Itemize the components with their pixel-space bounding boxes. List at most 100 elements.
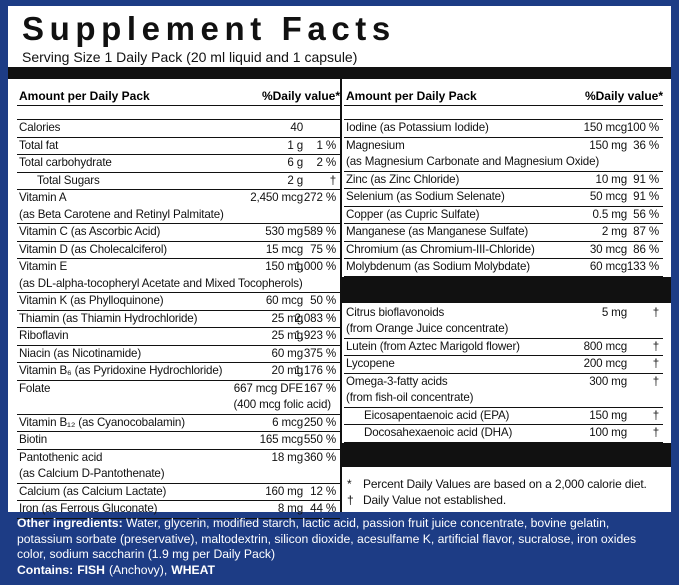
- daily-value: 100 %: [626, 121, 659, 134]
- nutrient-name: Iron (as Ferrous Gluconate): [19, 502, 158, 515]
- note-line: (400 mcg folic acid): [17, 397, 340, 414]
- row-line: Riboflavin 25 mg 1,923 %: [17, 328, 340, 345]
- spacer: [344, 467, 663, 476]
- row-line: Vitamin C (as Ascorbic Acid) 530 mg 589 %: [17, 224, 340, 241]
- note: (as DL-alpha-tocopheryl Acetate and Mixe…: [19, 276, 303, 290]
- nutrient-row: Vitamin B₆ (as Pyridoxine Hydrochloride)…: [17, 363, 340, 381]
- row-line: Zinc (as Zinc Chloride) 10 mg 91 %: [344, 172, 663, 189]
- nutrient-row: Iron (as Ferrous Gluconate) 8 mg 44 %: [17, 501, 340, 519]
- daily-value: 250 %: [303, 415, 336, 429]
- daily-value: 133 %: [626, 260, 659, 273]
- daily-value: 550 %: [303, 433, 336, 446]
- nutrient-name: Copper (as Cupric Sulfate): [346, 207, 480, 221]
- nutrient-row: Lycopene 200 mcg †: [344, 356, 663, 374]
- amount: 800 mcg: [583, 339, 628, 353]
- daily-value: 50 %: [310, 294, 336, 307]
- nutrient-row: Biotin 165 mcg 550 %: [17, 432, 340, 450]
- nutrient-name: Selenium (as Sodium Selenate): [346, 190, 505, 203]
- row-line: Pantothenic acid 18 mg 360 %: [17, 450, 340, 467]
- nutrient-row: Vitamin A 2,450 mcg 272 % (as Beta Carotene…: [17, 190, 340, 224]
- row-line: Molybdenum (as Sodium Molybdate) 60 mcg 13…: [344, 259, 663, 276]
- left-column: Amount per Daily Pack %Daily value* Calori…: [17, 86, 340, 519]
- amount: 6 g: [287, 156, 303, 169]
- nutrient-name: Lycopene: [346, 357, 395, 370]
- right-column: Amount per Daily Pack %Daily value* Iodine…: [341, 86, 671, 509]
- nutrient-row: Total carbohydrate 6 g 2 %: [17, 155, 340, 173]
- row-line: Vitamin B₆ (as Pyridoxine Hydrochloride)…: [17, 363, 340, 380]
- nutrient-name: Folate: [19, 381, 51, 395]
- row-line: Iodine (as Potassium Iodide) 150 mcg 100 %: [344, 120, 663, 137]
- daily-value: 91 %: [633, 190, 659, 203]
- nutrient-row: Citrus bioflavonoids 5 mg † (from Orange Ju…: [344, 305, 663, 339]
- row-line: Iron (as Ferrous Gluconate) 8 mg 44 %: [17, 501, 340, 518]
- contains-part: FISH: [77, 563, 105, 577]
- nutrient-row: Omega-3-fatty acids 300 mg † (from fish-oil…: [344, 374, 663, 408]
- amount: 8 mg: [277, 502, 303, 515]
- amount: 60 mcg: [265, 294, 303, 307]
- amount-heading: Amount per Daily Pack: [346, 89, 477, 103]
- daily-value: 589 %: [303, 225, 336, 238]
- daily-value: 91 %: [633, 172, 659, 186]
- nutrient-name: Total Sugars: [37, 173, 100, 187]
- nutrient-name: Vitamin B₁₂ (as Cyanocobalamin): [19, 415, 185, 429]
- nutrient-name: Vitamin A: [19, 191, 67, 204]
- amount: 160 mg: [265, 484, 303, 498]
- row-line: Niacin (as Nicotinamide) 60 mg 375 %: [17, 346, 340, 363]
- daily-value: 1,923 %: [294, 329, 337, 342]
- footnote: * Percent Daily Values are based on a 2,0…: [344, 476, 663, 493]
- note-line: (as Calcium D-Pantothenate): [17, 466, 340, 483]
- contains-part: (Anchovy),: [108, 563, 168, 577]
- row-line: Citrus bioflavonoids 5 mg †: [344, 305, 663, 322]
- nutrient-name: Zinc (as Zinc Chloride): [346, 172, 460, 186]
- row-line: Thiamin (as Thiamin Hydrochloride) 25 mg 2…: [17, 311, 340, 328]
- daily-value: 360 %: [303, 450, 336, 464]
- dv-heading: %Daily value*: [261, 89, 340, 103]
- nutrient-name: Vitamin K (as Phylloquinone): [19, 294, 164, 307]
- row-line: Vitamin E 150 mg 1,000 %: [17, 259, 340, 276]
- amount: 25 mg: [271, 311, 304, 325]
- row-line: Selenium (as Sodium Selenate) 50 mcg 91 %: [344, 189, 663, 206]
- nutrient-name: Eicosapentaenoic acid (EPA): [364, 408, 510, 422]
- nutrient-name: Riboflavin: [19, 329, 69, 342]
- nutrient-name: Vitamin B₆ (as Pyridoxine Hydrochloride): [19, 364, 223, 377]
- row-line: Folate 667 mcg DFE 167 %: [17, 381, 340, 398]
- footnote-text: Percent Daily Values are based on a 2,00…: [363, 476, 647, 491]
- nutrient-row: Calcium (as Calcium Lactate) 160 mg 12 %: [17, 484, 340, 501]
- row-line: Omega-3-fatty acids 300 mg †: [344, 374, 663, 391]
- row-line: Calories 40: [17, 120, 340, 137]
- row-line: Magnesium 150 mg 36 %: [344, 138, 663, 155]
- daily-value: 1,000 %: [294, 260, 337, 273]
- amount: 150 mcg: [583, 121, 628, 134]
- row-line: Copper (as Cupric Sulfate) 0.5 mg 56 %: [344, 207, 663, 224]
- section-bar: [341, 276, 671, 303]
- nutrient-row: Docosahexaenoic acid (DHA) 100 mg †: [344, 425, 663, 443]
- row-line: Total carbohydrate 6 g 2 %: [17, 155, 340, 172]
- amount: 25 mg: [271, 329, 304, 342]
- section-bar: [341, 442, 671, 467]
- amount: 2 g: [287, 173, 303, 187]
- ingredients-label: Other ingredients:: [17, 516, 123, 530]
- nutrient-row: Copper (as Cupric Sulfate) 0.5 mg 56 %: [344, 207, 663, 224]
- nutrient-name: Niacin (as Nicotinamide): [19, 346, 142, 360]
- daily-value: 2,083 %: [294, 311, 337, 325]
- header-row: Amount per Daily Pack %Daily value*: [17, 86, 340, 106]
- nutrient-name: Chromium (as Chromium-III-Chloride): [346, 242, 535, 256]
- nutrient-row: Vitamin E 150 mg 1,000 % (as DL-alpha-tocop…: [17, 259, 340, 293]
- row-line: Vitamin A 2,450 mcg 272 %: [17, 190, 340, 207]
- nutrient-row: Niacin (as Nicotinamide) 60 mg 375 %: [17, 346, 340, 363]
- daily-value: 375 %: [303, 346, 336, 360]
- daily-value: †: [329, 173, 336, 187]
- amount: 50 mcg: [589, 190, 627, 203]
- note-line: (as Beta Carotene and Retinyl Palmitate): [17, 207, 340, 224]
- nutrient-name: Omega-3-fatty acids: [346, 374, 448, 388]
- amount: 165 mcg: [259, 433, 304, 446]
- amount: 0.5 mg: [592, 207, 627, 221]
- nutrient-row: Riboflavin 25 mg 1,923 %: [17, 328, 340, 346]
- serving-size: Serving Size 1 Daily Pack (20 ml liquid …: [22, 49, 358, 65]
- row-line: Vitamin D (as Cholecalciferol) 15 mcg 75 %: [17, 242, 340, 259]
- amount: 6 mcg: [272, 415, 303, 429]
- nutrient-row: Vitamin K (as Phylloquinone) 60 mcg 50 %: [17, 293, 340, 311]
- spacer: [17, 106, 340, 120]
- nutrient-name: Calories: [19, 121, 61, 134]
